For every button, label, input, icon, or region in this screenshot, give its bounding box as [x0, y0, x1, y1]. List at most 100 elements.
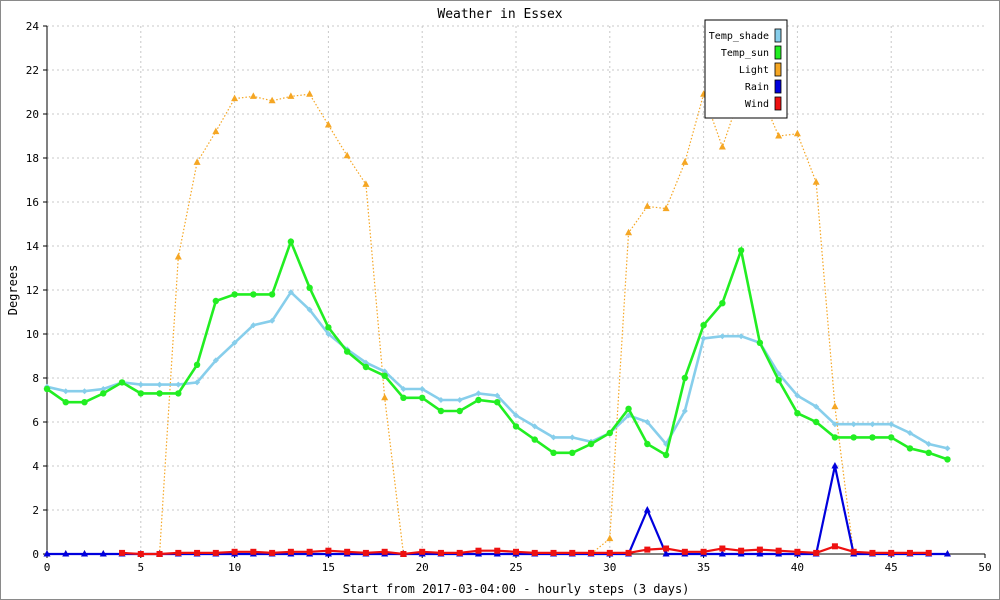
data-point — [250, 322, 257, 329]
data-point — [944, 445, 951, 452]
data-point — [99, 550, 107, 557]
legend-label: Rain — [745, 82, 769, 93]
data-point — [269, 317, 276, 324]
data-point — [250, 291, 257, 298]
data-point — [569, 449, 576, 456]
data-point — [43, 550, 51, 557]
data-point — [118, 379, 126, 386]
series-line — [47, 91, 948, 555]
data-point — [812, 418, 820, 426]
x-tick-label: 45 — [885, 561, 898, 574]
data-point — [793, 129, 801, 137]
legend-label: Light — [739, 65, 769, 76]
y-tick-label: 8 — [32, 372, 39, 385]
x-tick-label: 10 — [228, 561, 241, 574]
data-point — [813, 549, 820, 556]
series-wind — [119, 543, 932, 557]
y-tick-label: 16 — [26, 196, 39, 209]
data-point — [812, 178, 820, 185]
data-point — [137, 381, 144, 388]
y-tick-label: 22 — [26, 64, 39, 77]
x-tick-label: 20 — [416, 561, 429, 574]
data-point — [287, 548, 294, 555]
y-tick-label: 18 — [26, 152, 39, 165]
data-point — [268, 291, 276, 298]
data-point — [944, 456, 951, 463]
legend-swatch — [774, 79, 782, 94]
y-tick-label: 24 — [26, 20, 40, 33]
data-point — [456, 549, 463, 556]
data-point — [700, 335, 707, 342]
data-point — [719, 333, 726, 340]
data-point — [231, 339, 238, 346]
data-point — [381, 372, 388, 379]
data-point — [625, 228, 633, 236]
series-layer — [43, 88, 951, 557]
series-line — [46, 290, 948, 450]
data-point — [156, 381, 163, 388]
data-point — [775, 377, 782, 384]
series-rain — [43, 462, 951, 557]
data-point — [268, 96, 276, 104]
data-point — [212, 127, 220, 135]
data-point — [794, 392, 801, 399]
data-point — [925, 549, 932, 556]
data-point — [850, 548, 857, 555]
data-point — [194, 379, 201, 386]
data-point — [419, 548, 426, 555]
data-point — [512, 423, 520, 430]
data-point — [381, 548, 388, 555]
data-point — [644, 440, 651, 448]
x-tick-label: 35 — [697, 561, 710, 574]
y-tick-label: 20 — [26, 108, 39, 121]
data-point — [869, 434, 876, 441]
y-tick-label: 0 — [32, 548, 39, 561]
data-point — [663, 545, 670, 552]
data-point — [456, 397, 463, 403]
y-tick-label: 2 — [32, 504, 39, 517]
data-point — [156, 390, 163, 397]
data-point — [325, 324, 332, 331]
data-point — [606, 534, 614, 542]
x-tick-label: 25 — [509, 561, 522, 574]
x-tick-label: 30 — [603, 561, 616, 574]
y-tick-label: 14 — [26, 240, 40, 253]
data-point — [718, 143, 726, 150]
data-point — [362, 363, 370, 371]
data-point — [775, 547, 782, 554]
data-point — [738, 333, 745, 340]
data-point — [250, 548, 257, 555]
data-point — [212, 357, 219, 364]
data-point — [888, 549, 895, 556]
legend-swatch — [774, 62, 782, 77]
data-point — [794, 548, 801, 555]
data-point — [81, 550, 89, 557]
data-point — [737, 247, 745, 254]
data-point — [700, 322, 707, 329]
data-point — [306, 284, 313, 291]
data-point — [550, 434, 557, 441]
data-point — [62, 550, 70, 557]
x-axis-label: Start from 2017-03-04:00 - hourly steps … — [343, 582, 690, 596]
data-point — [494, 399, 501, 406]
data-point — [869, 421, 876, 428]
data-point — [100, 390, 107, 397]
data-point — [850, 421, 857, 428]
data-point — [212, 297, 220, 305]
data-point — [662, 204, 670, 212]
legend-label: Temp_shade — [709, 31, 769, 42]
data-point — [156, 551, 163, 557]
data-point — [606, 429, 613, 437]
data-point — [794, 410, 801, 417]
data-point — [550, 449, 557, 456]
data-point — [419, 394, 426, 401]
data-point — [400, 386, 407, 392]
data-point — [43, 385, 51, 393]
data-point — [343, 348, 351, 355]
data-point — [249, 92, 257, 99]
data-point — [588, 549, 595, 556]
x-tick-label: 40 — [791, 561, 804, 574]
data-point — [287, 238, 295, 245]
legend-box — [704, 19, 788, 119]
